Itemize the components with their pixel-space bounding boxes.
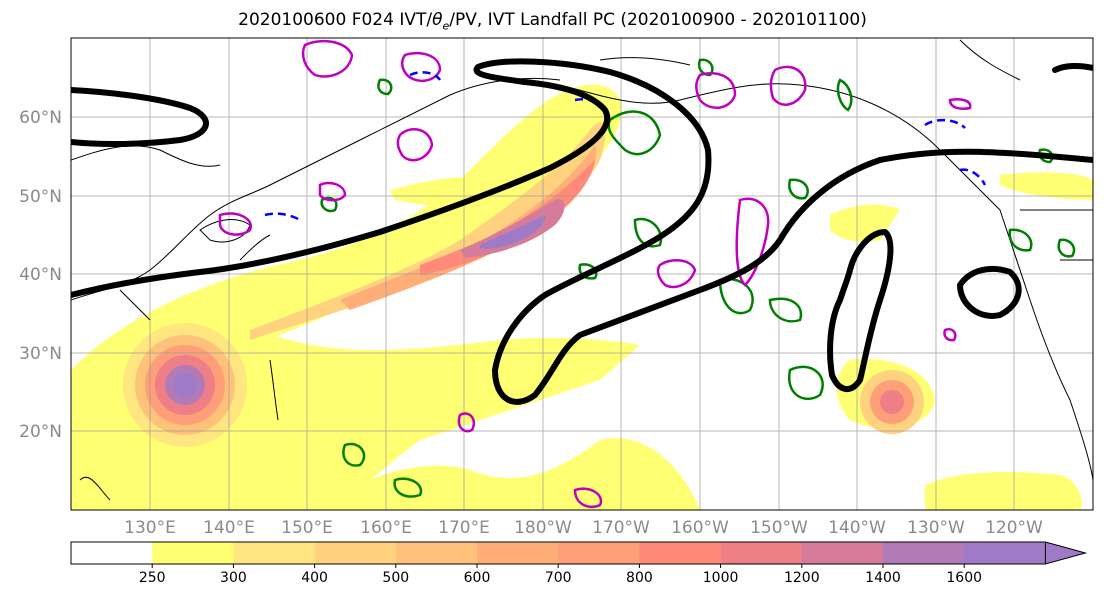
lat-label-50: 50°N: [19, 187, 62, 207]
colorbar-segment: [639, 542, 722, 564]
colorbar-label: 1400: [865, 570, 901, 586]
colorbar-segment: [233, 542, 316, 564]
lon-label-180w: 180°W: [514, 518, 572, 538]
lat-label-30: 30°N: [19, 344, 62, 364]
colorbar-segment: [314, 542, 397, 564]
colorbar-label: 700: [545, 570, 572, 586]
colorbar-label: 400: [301, 570, 328, 586]
lat-label-20: 20°N: [19, 422, 62, 442]
colorbar-segment: [477, 542, 559, 564]
lon-label-120w: 120°W: [985, 518, 1043, 538]
colorbar-segment: [964, 542, 1046, 564]
lat-label-60: 60°N: [19, 108, 62, 128]
lon-label-160w: 160°W: [671, 518, 729, 538]
lon-label-170e: 170°E: [438, 518, 490, 538]
lat-label-40: 40°N: [19, 265, 62, 285]
title-theta: θ: [432, 10, 443, 30]
lon-label-150w: 150°W: [750, 518, 808, 538]
lon-label-160e: 160°E: [360, 518, 412, 538]
map-area: [71, 38, 1093, 510]
lon-label-130w: 130°W: [907, 518, 965, 538]
pv-contours: [218, 39, 972, 509]
map-frame: [70, 37, 1094, 511]
title-suffix: /PV, IVT Landfall PC (2020100900 - 20201…: [449, 10, 867, 30]
colorbar-label: 1000: [703, 570, 739, 586]
colorbar-segment: [395, 542, 478, 564]
colorbar-segment: [152, 542, 234, 564]
blue-dashed-contours: [264, 71, 987, 222]
colorbar-segment: [801, 542, 884, 564]
colorbar-label: 800: [626, 570, 653, 586]
ivt-shading: [71, 84, 1093, 510]
colorbar-label: 1200: [784, 570, 820, 586]
colorbar-label: 300: [220, 570, 247, 586]
colorbar-label: 1600: [946, 570, 982, 586]
title-sub: e: [442, 19, 450, 33]
theta-e-contours: [320, 58, 1076, 498]
title-prefix: 2020100600 F024 IVT/: [238, 10, 433, 30]
colorbar: 250 300 400 500 600 700 800 1000 1200 1400 1600: [70, 541, 1088, 586]
lon-label-150e: 150°E: [281, 518, 333, 538]
colorbar-segment: [720, 542, 803, 564]
colorbar-label: 500: [382, 570, 409, 586]
colorbar-segment: [558, 542, 640, 564]
lon-label-130e: 130°E: [124, 518, 176, 538]
coastlines: [71, 39, 1093, 501]
colorbar-label: 600: [464, 570, 491, 586]
latitude-labels: 60°N 50°N 40°N 30°N 20°N: [19, 108, 62, 442]
lon-label-140w: 140°W: [828, 518, 886, 538]
map-title: 2020100600 F024 IVT/θe/PV, IVT Landfall …: [0, 10, 1105, 32]
lon-label-170w: 170°W: [592, 518, 650, 538]
colorbar-segment: [883, 542, 965, 564]
lon-label-140e: 140°E: [203, 518, 255, 538]
colorbar-label: 250: [139, 570, 166, 586]
colorbar-segment: [71, 542, 153, 564]
thick-black-contours: [71, 58, 1093, 405]
colorbar-extend-arrow: [1044, 541, 1088, 565]
longitude-labels: 130°E 140°E 150°E 160°E 170°E 180°W 170°…: [124, 518, 1043, 538]
